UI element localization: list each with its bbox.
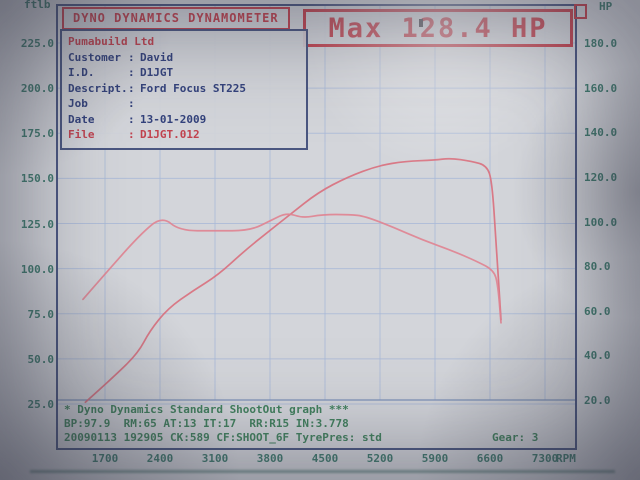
- info-row: Descript.: Ford Focus ST225: [68, 81, 300, 97]
- info-row: File: D1JGT.012: [68, 127, 300, 143]
- info-row-colon: :: [128, 81, 135, 95]
- info-row-value: D1JGT.012: [140, 128, 200, 141]
- info-rows: Customer: David I.D.: D1JGT Descript.: Ford F…: [68, 50, 300, 143]
- right-axis-tick: 80.0: [584, 260, 611, 274]
- right-axis-unit: HP: [599, 0, 613, 13]
- rpm-axis-unit: RPM: [556, 452, 576, 465]
- info-row: Job:: [68, 96, 300, 112]
- info-row-colon: :: [128, 112, 135, 126]
- info-row: Customer: David: [68, 50, 300, 66]
- footer-graph-type: * Dyno Dynamics Standard ShootOut graph …: [64, 403, 349, 416]
- info-row-label: File: [68, 128, 95, 141]
- torque-curve: [82, 213, 502, 324]
- company-name: Pumabuild Ltd: [68, 35, 155, 48]
- left-axis-tick: 225.0: [20, 37, 54, 50]
- rpm-axis-tick: 6600: [476, 452, 504, 465]
- right-axis-tick: 160.0: [584, 81, 618, 95]
- screen-border: [56, 4, 577, 450]
- title-box: DYNO DYNAMICS DYNAMOMETER: [62, 7, 290, 30]
- info-row-colon: :: [128, 128, 135, 141]
- left-axis-tick: 50.0: [27, 352, 55, 366]
- left-axis-tick: 200.0: [20, 82, 54, 96]
- info-row-value: Ford Focus ST225: [140, 81, 246, 95]
- left-axis-unit: ftlb: [24, 0, 51, 11]
- right-axis-tick: 140.0: [584, 126, 618, 140]
- rpm-axis-tick: 3100: [201, 452, 229, 465]
- max-power-value: Max 128.4 HP: [328, 12, 548, 44]
- rpm-axis-tick: 3800: [256, 452, 284, 465]
- info-row-label: Customer: [68, 50, 121, 64]
- gear-readout: Gear: 3: [492, 431, 539, 444]
- info-row: Date:13-01-2009: [68, 112, 300, 128]
- left-axis-tick: 125.0: [20, 217, 54, 231]
- right-axis-tick: 100.0: [584, 215, 618, 229]
- power-curve: [84, 157, 502, 404]
- max-power-readout: Max 128.4 HP: [303, 9, 573, 47]
- rpm-axis-tick: 4500: [311, 452, 339, 465]
- info-row-label: Job: [68, 97, 88, 110]
- info-row-colon: :: [128, 50, 135, 64]
- left-axis-tick: 150.0: [20, 172, 54, 186]
- info-row-label: Descript.: [68, 81, 128, 95]
- corner-marker: [574, 4, 587, 19]
- info-row-colon: :: [128, 66, 135, 79]
- rpm-axis-tick: 7300: [531, 452, 559, 465]
- left-axis-tick: 25.0: [27, 398, 55, 411]
- footer-run-stamp: 20090113 192905 CK:589 CF:SHOOT_6F TyreP…: [64, 431, 382, 444]
- footer-conditions: BP:97.9 RM:65 AT:13 IT:17 RR:R15 IN:3.77…: [64, 417, 349, 430]
- left-axis-tick: 100.0: [20, 262, 54, 276]
- info-row-colon: :: [128, 97, 135, 110]
- cursor-artifact: [419, 19, 423, 27]
- rpm-axis-tick: 2400: [146, 452, 174, 465]
- right-axis-tick: 20.0: [584, 394, 611, 407]
- info-box: Pumabuild Ltd Customer: David I.D.: D1JGT De…: [60, 29, 308, 150]
- info-row-value: David: [140, 50, 174, 64]
- right-axis-tick: 180.0: [584, 37, 618, 50]
- right-axis-tick: 40.0: [584, 349, 611, 363]
- left-axis-tick: 75.0: [27, 307, 55, 321]
- rpm-axis-tick: 5900: [421, 452, 449, 465]
- rpm-axis-tick: 1700: [91, 452, 119, 465]
- info-row-value: 13-01-2009: [140, 112, 207, 126]
- rpm-axis-tick: 5200: [366, 452, 394, 465]
- info-row-value: D1JGT: [140, 66, 174, 79]
- info-row: I.D.: D1JGT: [68, 65, 300, 81]
- info-row-label: I.D.: [68, 66, 95, 79]
- app-title: DYNO DYNAMICS DYNAMOMETER: [73, 11, 279, 25]
- left-axis-tick: 175.0: [20, 127, 54, 141]
- right-axis-tick: 60.0: [584, 304, 611, 318]
- screen-bezel-edge: [30, 470, 615, 473]
- info-row-label: Date: [68, 112, 95, 126]
- right-axis-tick: 120.0: [584, 170, 618, 184]
